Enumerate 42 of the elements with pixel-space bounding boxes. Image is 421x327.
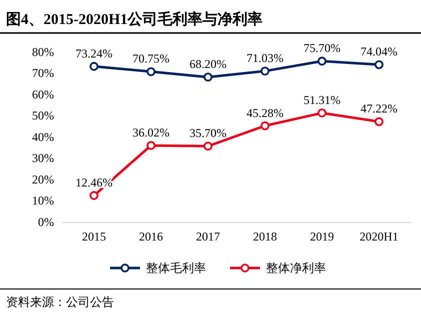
- data-label: 75.70%: [304, 41, 340, 56]
- y-tick-label: 60%: [32, 87, 54, 102]
- x-tick-label: 2018: [253, 230, 277, 244]
- y-tick-label: 80%: [32, 44, 54, 59]
- point: [204, 142, 212, 151]
- point: [146, 67, 156, 76]
- legend-label: 整体净利率: [266, 261, 326, 275]
- x-tick-label: 2016: [139, 230, 163, 244]
- x-tick-label: 2019: [310, 230, 334, 244]
- data-label: 47.22%: [360, 102, 398, 116]
- y-tick-label: 0%: [38, 214, 54, 229]
- data-label: 51.31%: [304, 92, 340, 107]
- data-label: 36.02%: [132, 125, 170, 140]
- y-tick-label: 30%: [32, 151, 54, 166]
- point: [204, 72, 212, 82]
- y-tick-label: 20%: [32, 172, 54, 186]
- point: [90, 191, 98, 200]
- data-label: 74.04%: [360, 44, 398, 59]
- data-label: 35.70%: [190, 126, 226, 140]
- point: [146, 140, 156, 150]
- y-tick-label: 50%: [32, 108, 54, 123]
- point: [318, 108, 326, 118]
- x-tick-label: 2017: [196, 230, 220, 244]
- data-label: 68.20%: [190, 57, 226, 72]
- y-tick-label: 70%: [32, 66, 54, 80]
- chart-title: 图4、2015-2020H1公司毛利率与净利率: [6, 10, 263, 28]
- data-label: 45.28%: [246, 106, 284, 120]
- legend-label: 整体毛利率: [146, 261, 206, 275]
- y-tick-label: 10%: [32, 194, 54, 208]
- data-label: 70.75%: [132, 52, 170, 66]
- point: [260, 121, 270, 130]
- point: [374, 60, 384, 70]
- y-tick-label: 40%: [32, 130, 54, 144]
- text: 资料来源：公司公告: [6, 295, 114, 309]
- x-tick-label: 2015: [82, 230, 106, 244]
- point: [374, 117, 384, 126]
- x-tick-label: 2020H1: [360, 230, 398, 244]
- data-label: 73.24%: [76, 46, 112, 60]
- point: [90, 62, 98, 71]
- data-label: 71.03%: [246, 51, 284, 66]
- point: [260, 66, 270, 76]
- point: [318, 56, 326, 66]
